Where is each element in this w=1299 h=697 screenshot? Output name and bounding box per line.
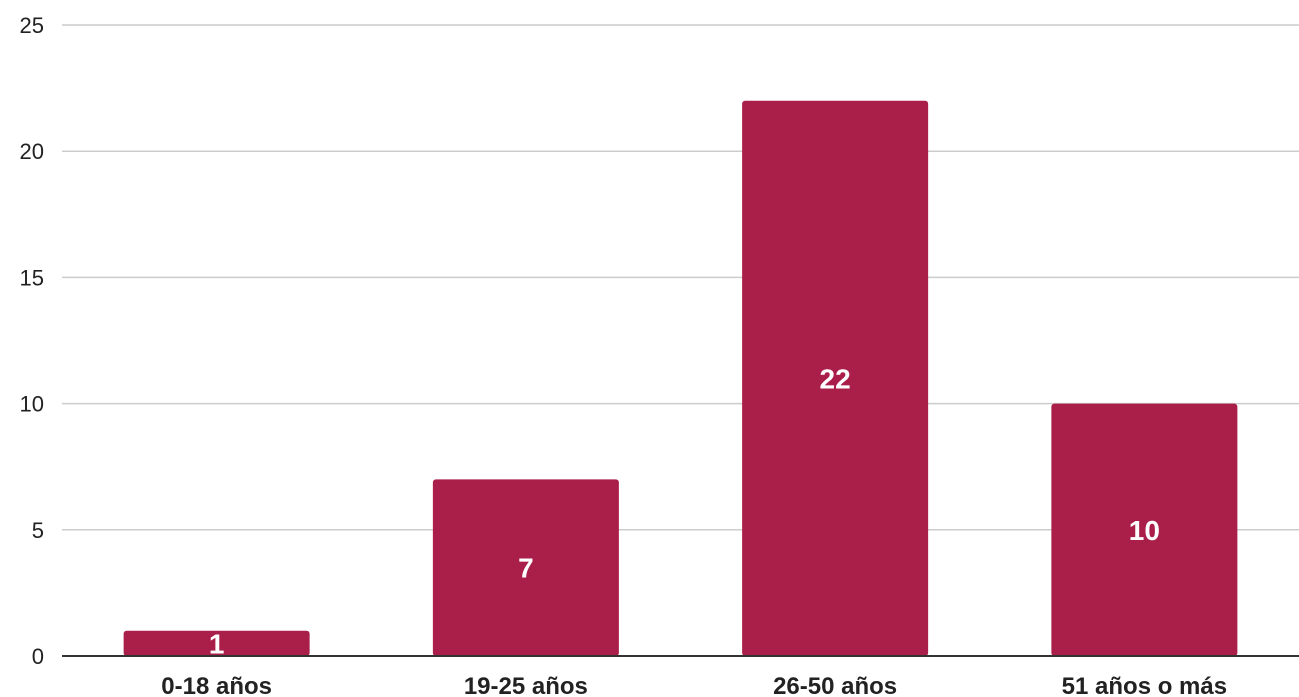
- y-tick-label: 0: [32, 644, 44, 669]
- bar-3: [742, 100, 929, 657]
- data-label: 7: [518, 553, 534, 584]
- y-tick-label: 5: [32, 518, 44, 543]
- x-tick-label: 51 años o más: [1062, 673, 1227, 697]
- x-tick-label: 26-50 años: [773, 673, 897, 697]
- data-label: 10: [1129, 515, 1160, 546]
- data-labels: 1 7 22 10: [209, 363, 1160, 659]
- y-tick-label: 25: [20, 13, 44, 38]
- bar-2: [432, 479, 619, 656]
- y-tick-label: 20: [20, 139, 44, 164]
- y-axis-tick-labels: 0 5 10 15 20 25: [20, 13, 44, 669]
- x-tick-label: 19-25 años: [464, 673, 588, 697]
- x-axis-tick-labels: 0-18 años 19-25 años 26-50 años 51 años o m…: [161, 673, 1227, 697]
- bars: [123, 100, 1238, 657]
- data-label: 22: [820, 363, 851, 394]
- y-tick-label: 10: [20, 392, 44, 417]
- y-tick-label: 15: [20, 265, 44, 290]
- data-label: 1: [209, 628, 225, 659]
- bar-4: [1051, 403, 1238, 656]
- x-tick-label: 0-18 años: [161, 673, 272, 697]
- bar-1: [123, 630, 310, 656]
